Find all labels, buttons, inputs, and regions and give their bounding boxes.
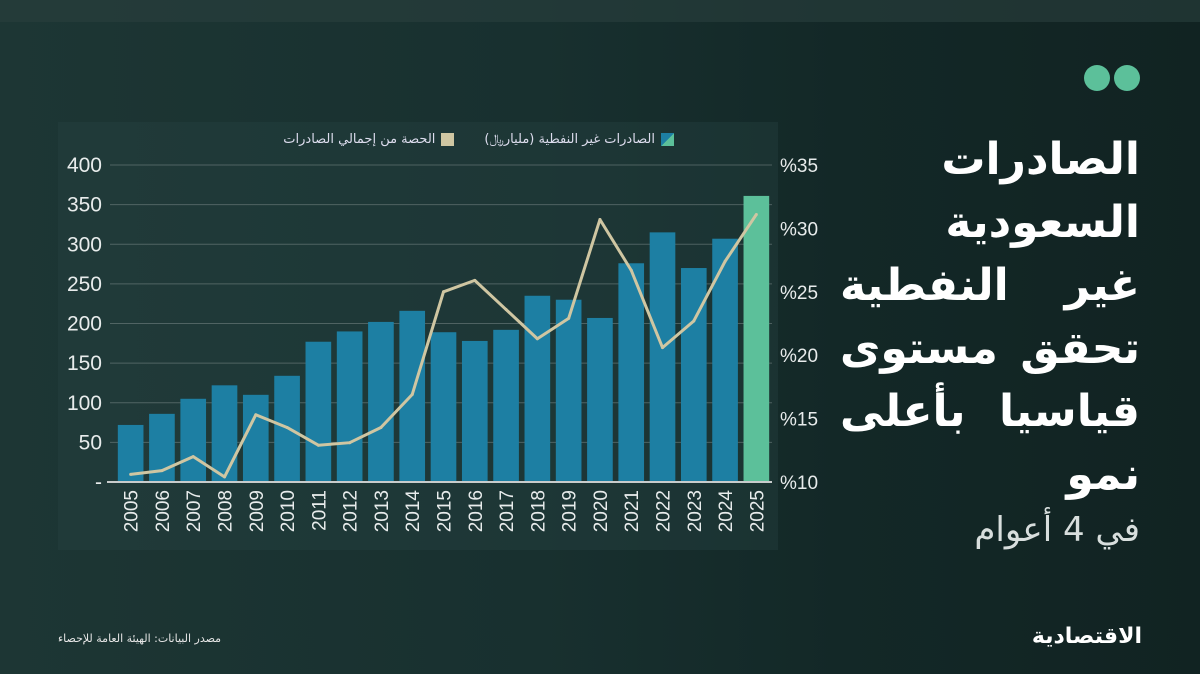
right-axis-tick: %30: [780, 219, 818, 240]
share-point: [254, 413, 258, 417]
x-axis-tick: 2025: [747, 490, 768, 532]
share-point: [160, 469, 164, 473]
subtitle: في 4 أعوام: [974, 510, 1140, 550]
share-point: [692, 319, 696, 323]
share-point: [629, 268, 633, 272]
share-point: [754, 212, 758, 216]
x-axis-tick: 2019: [560, 490, 581, 532]
share-point: [504, 308, 508, 312]
headline-line: قياسيا بأعلى: [840, 386, 1140, 437]
headline-line: تحقق مستوى: [840, 323, 1140, 374]
share-point: [129, 472, 133, 476]
left-axis-tick: 50: [79, 431, 102, 454]
bar: [180, 398, 207, 482]
left-axis-tick: 400: [67, 154, 102, 177]
share-point: [316, 443, 320, 447]
bar: [493, 329, 519, 482]
legend-label-share: الحصة من إجمالي الصادرات: [283, 132, 436, 147]
top-band: [0, 0, 1200, 22]
bar: [368, 321, 394, 482]
x-axis-tick: 2006: [153, 490, 174, 532]
headline-line: غير النفطية: [840, 260, 1140, 311]
x-axis-tick: 2014: [403, 490, 424, 533]
dot-icon: [1114, 65, 1140, 91]
share-point: [473, 278, 477, 282]
bar: [649, 232, 676, 482]
x-axis-tick: 2008: [216, 490, 237, 532]
right-axis-tick: %10: [780, 473, 818, 494]
bar: [618, 263, 645, 482]
share-point: [191, 455, 195, 459]
dot-icon: [1084, 65, 1110, 91]
share-point: [661, 346, 664, 350]
share-point: [535, 337, 539, 341]
x-axis-tick: 2013: [372, 490, 393, 532]
bar: [211, 385, 238, 482]
right-axis-tick: %20: [780, 346, 818, 367]
right-axis-tick: %25: [780, 283, 818, 304]
share-point: [567, 316, 571, 320]
legend-item-share: الحصة من إجمالي الصادرات: [283, 132, 455, 147]
headline-line: الصادرات: [941, 134, 1140, 185]
bar: [680, 268, 707, 482]
decorative-dots: [1084, 65, 1140, 91]
x-axis-tick: 2023: [685, 490, 706, 532]
bar: [242, 394, 269, 482]
bar: [712, 238, 738, 482]
legend-label-exports: الصادرات غير النفطية (مليار﷼): [484, 132, 655, 147]
left-axis-tick: -: [95, 471, 102, 494]
x-axis-tick: 2015: [435, 490, 456, 532]
left-axis-tick: 250: [67, 273, 102, 296]
left-axis-tick: 100: [67, 392, 102, 415]
x-axis-tick: 2010: [278, 490, 299, 532]
source-note: مصدر البيانات: الهيئة العامة للإحصاء: [58, 632, 222, 645]
share-point: [410, 393, 414, 397]
bar: [336, 331, 363, 482]
headline-line: نمو: [1066, 449, 1140, 500]
right-axis-tick: %35: [780, 156, 818, 177]
x-axis-tick: 2022: [654, 490, 675, 532]
x-axis-tick: 2018: [528, 490, 549, 532]
x-axis-tick: 2017: [497, 490, 518, 532]
x-axis-tick: 2012: [341, 490, 362, 532]
share-point: [379, 425, 383, 429]
x-axis-tick: 2009: [247, 490, 268, 532]
bar: [461, 340, 488, 482]
share-point: [598, 218, 602, 222]
legend-item-exports: الصادرات غير النفطية (مليار﷼): [484, 132, 674, 147]
bar: [430, 332, 457, 482]
legend-swatch-line: [441, 133, 455, 146]
bar: [587, 317, 613, 482]
x-axis-tick: 2021: [622, 490, 643, 532]
logo: الاقتصادية: [1031, 624, 1142, 649]
left-axis-tick: 300: [67, 233, 102, 256]
share-point: [285, 425, 289, 429]
bar: [555, 299, 582, 482]
right-axis-tick: %15: [780, 410, 818, 431]
bar: [524, 295, 551, 482]
x-axis-tick: 2020: [591, 490, 612, 532]
x-axis-tick: 2011: [309, 490, 330, 531]
share-point: [442, 290, 445, 294]
headline-line: السعودية: [945, 197, 1140, 248]
x-axis-tick: 2016: [466, 490, 487, 532]
share-point: [348, 441, 352, 445]
x-axis-tick: 2024: [716, 490, 737, 533]
left-axis-tick: 200: [67, 313, 102, 336]
share-point: [723, 259, 727, 263]
legend-swatch-bar: [661, 133, 674, 146]
x-axis-tick: 2007: [184, 490, 205, 532]
chart-legend: الصادرات غير النفطية (مليار﷼) الحصة من إ…: [283, 132, 674, 147]
headline: الصادرات السعودية غير النفطية تحقق مستوى…: [840, 128, 1140, 506]
bar: [743, 195, 770, 482]
left-axis-tick: 150: [67, 352, 102, 375]
bar: [305, 341, 332, 482]
left-axis-tick: 350: [67, 194, 102, 217]
x-axis-tick: 2005: [122, 490, 143, 532]
share-point: [223, 475, 226, 479]
